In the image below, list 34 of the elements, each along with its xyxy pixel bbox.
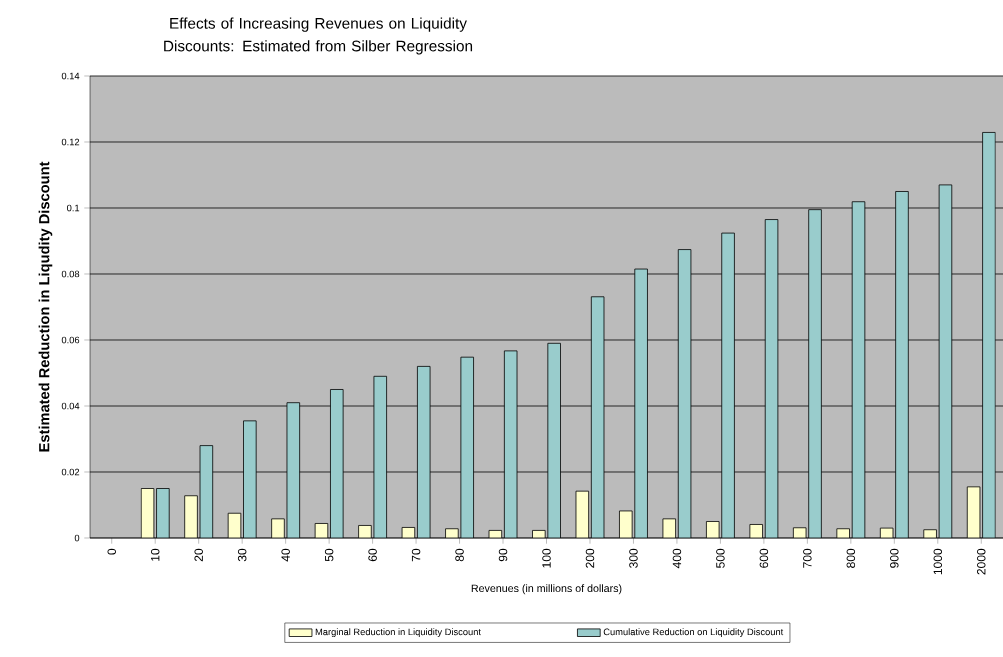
x-tick-label: 50 (324, 548, 334, 562)
x-tick-label: 30 (237, 548, 247, 562)
x-tick-label: 60 (368, 548, 377, 562)
x-tick-label: 100 (542, 548, 551, 568)
x-tick-label: 2000 (977, 548, 986, 575)
x-tick-label: 300 (629, 548, 638, 568)
x-tick-label: 1000 (933, 548, 943, 575)
x-tick-label: 90 (498, 548, 508, 562)
x-tick-label: 700 (803, 548, 812, 568)
legend-label: Cumulative Reduction on Liquidity Discount (603, 628, 784, 638)
x-tick-label: 0 (107, 548, 116, 555)
legend-label: Marginal Reduction in Liquidity Discount (315, 628, 481, 638)
x-tick-label: 600 (759, 548, 769, 568)
chart-title: Effects of Increasing Revenues on Liquidity Discounts: Estimated from Silber Regression (164, 17, 473, 55)
x-tick-label: 500 (716, 548, 725, 568)
y-tick-label: 0.08 (61, 270, 80, 278)
y-tick-label: 0.04 (61, 402, 80, 410)
x-tick-label: 40 (281, 548, 290, 562)
y-tick-label: 0.06 (61, 336, 80, 344)
y-tick-label: 0 (74, 534, 80, 542)
y-tick-label: 0.14 (61, 72, 80, 80)
x-tick-label: 70 (411, 548, 421, 562)
x-tick-label: 900 (890, 548, 899, 568)
x-axis-title: Revenues (in millions of dollars) (471, 584, 622, 595)
x-tick-label: 20 (194, 548, 203, 562)
x-tick-label: 80 (455, 548, 464, 562)
y-axis-title: Estimated Reduction in Liqudity Discount (38, 161, 53, 452)
y-tick-label: 0.12 (61, 138, 80, 146)
y-tick-label: 0.1 (66, 204, 80, 212)
x-tick-label: 800 (846, 548, 856, 568)
x-tick-label: 10 (150, 548, 160, 561)
x-tick-label: 200 (585, 548, 595, 568)
y-tick-label: 0.02 (61, 468, 80, 476)
x-tick-label: 400 (672, 548, 682, 569)
